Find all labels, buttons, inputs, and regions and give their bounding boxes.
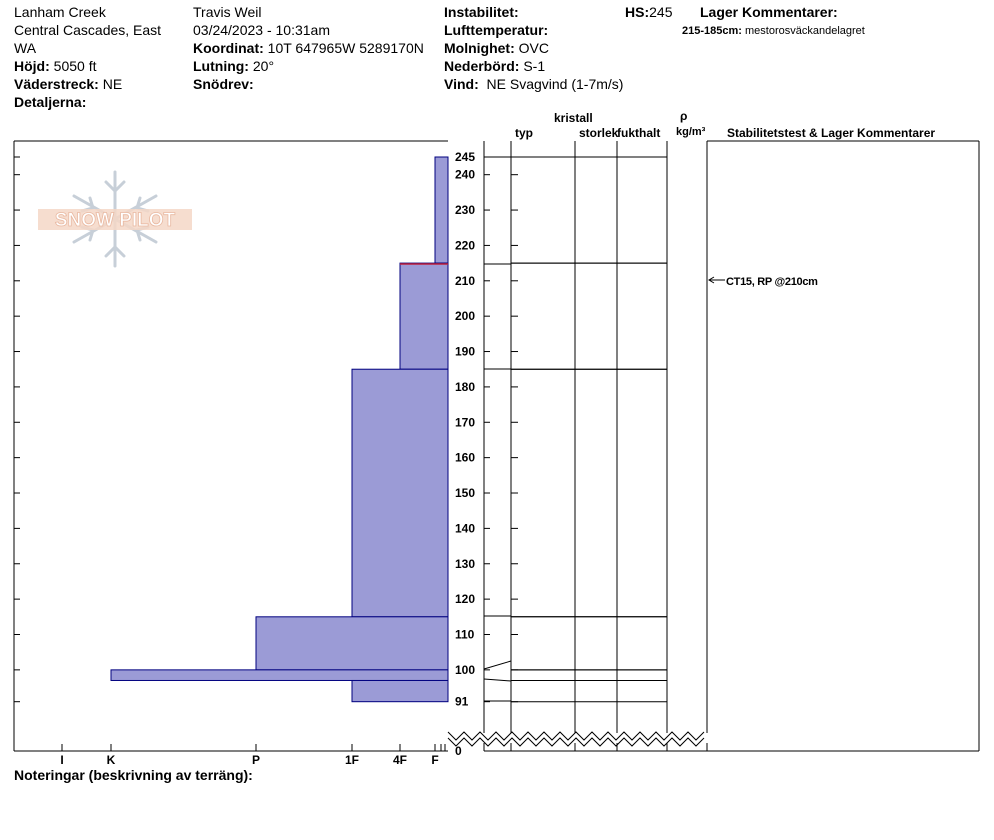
hardness-layer-bar [110,669,449,681]
hs-value: 245 [649,4,673,20]
depth-tick-label: 120 [455,592,475,606]
aspect-value: NE [102,76,123,92]
depth-tick-label: 100 [455,663,475,677]
column-header-stability: Stabilitetstest & Lager Kommentarer [727,126,936,140]
column-header-density-unit: kg/m³ [676,126,706,138]
location-line-2: Central Cascades, East [14,22,162,38]
layer-comment-row: 215-185cm: mestorosväckandelagret [682,22,865,40]
axis-break [447,731,705,741]
hardness-layer-bar [434,156,449,264]
hardness-label: 1F [345,753,359,767]
slope-row: Lutning: 20° [193,57,274,75]
wind-label: Vind: [444,76,479,92]
precip-row: Nederbörd: S-1 [444,57,545,75]
depth-tick-label: 190 [455,345,475,359]
grid-line [483,660,512,670]
hardness-layer-bar [351,368,449,618]
layer-comment-range: 215-185cm: [682,25,742,37]
coordinate-value: 10T 647965W 5289170N [267,40,424,56]
column-header-type: typ [515,126,533,140]
slope-value: 20° [252,58,275,74]
notes-label: Noteringar (beskrivning av terräng): [14,767,253,783]
depth-tick-label: 245 [455,150,475,164]
hardness-label: I [60,753,63,767]
hardness-label: K [107,753,116,767]
aspect-row: Väderstreck: NE [14,75,122,93]
instability-label: Instabilitet: [444,4,519,20]
cloud-row: Molnighet: OVC [444,39,549,57]
layer-comment-text: mestorosväckandelagret [745,25,865,37]
hardness-layer-bar [399,262,449,370]
depth-tick-label: 140 [455,521,475,535]
observer-name: Travis Weil [193,4,262,20]
slope-label: Lutning: [193,58,249,74]
depth-tick-label: 210 [455,274,475,288]
column-header-crystal: kristall [554,111,593,125]
aspect-label: Väderstreck: [14,76,99,92]
coordinate-row: Koordinat: 10T 647965W 5289170N [193,39,424,57]
hardness-axis-labels: I K P 1F 4F F [60,744,446,767]
column-header-rho: ρ [680,109,688,123]
hardness-label: P [252,753,260,767]
hs-label: HS: [625,4,650,20]
snowpilot-logo: SNOW PILOT [38,170,192,268]
column-header-size: storlek [579,126,619,140]
depth-tick-label: 170 [455,415,475,429]
hardness-layer-bar [255,616,449,671]
logo-banner [38,209,192,230]
depth-tick-label: 200 [455,309,475,323]
grid-lines [447,140,980,752]
stability-test-annotation: CT15, RP @210cm [726,276,818,288]
wind-value: NE Svagvind (1-7m/s) [486,76,624,92]
depth-tick-label: 110 [455,627,475,641]
hardness-profile-frame [13,140,448,752]
depth-tick-label: 220 [455,238,475,252]
layer-comments-title: Lager Kommentarer: [700,4,838,20]
depth-tick-label: 91 [455,695,469,709]
location-line-1: Lanham Creek [14,4,106,20]
elevation-value: 5050 ft [53,58,97,74]
stability-test-arrow [708,276,725,284]
column-header-moisture: fukthalt [617,126,661,140]
air-temperature-label: Lufttemperatur: [444,22,549,38]
cloud-label: Molnighet: [444,40,515,56]
grid-line [483,678,512,682]
hardness-layer-bar [351,679,449,703]
drift-label: Snödrev: [193,76,254,92]
precip-value: S-1 [523,58,546,74]
hardness-label: F [431,753,438,767]
location-line-3: WA [14,40,37,56]
logo-text: SNOW PILOT [55,210,176,231]
details-label: Detaljerna: [14,94,87,110]
elevation-row: Höjd: 5050 ft [14,57,96,75]
depth-tick-label: 180 [455,380,475,394]
precip-label: Nederbörd: [444,58,520,74]
elevation-label: Höjd: [14,58,50,74]
coordinate-label: Koordinat: [193,40,264,56]
hardness-bars [110,156,449,703]
observation-datetime: 03/24/2023 - 10:31am [193,22,330,38]
depth-tick-label: 240 [455,168,475,182]
cloud-value: OVC [518,40,549,56]
depth-tick-label: 230 [455,203,475,217]
hs-row: HS:245 [625,3,672,21]
depth-axis-labels: 245 240 230 220 210 200 190 180 170 160 150 140 130 1… [455,150,475,758]
axis-break [447,737,705,747]
left-depth-ticks [14,156,518,703]
depth-tick-label: 0 [455,744,462,758]
depth-tick-label: 150 [455,486,475,500]
depth-tick-label: 160 [455,451,475,465]
wind-row: Vind: NE Svagvind (1-7m/s) [444,75,623,93]
hardness-label: 4F [393,753,407,767]
depth-tick-label: 130 [455,557,475,571]
